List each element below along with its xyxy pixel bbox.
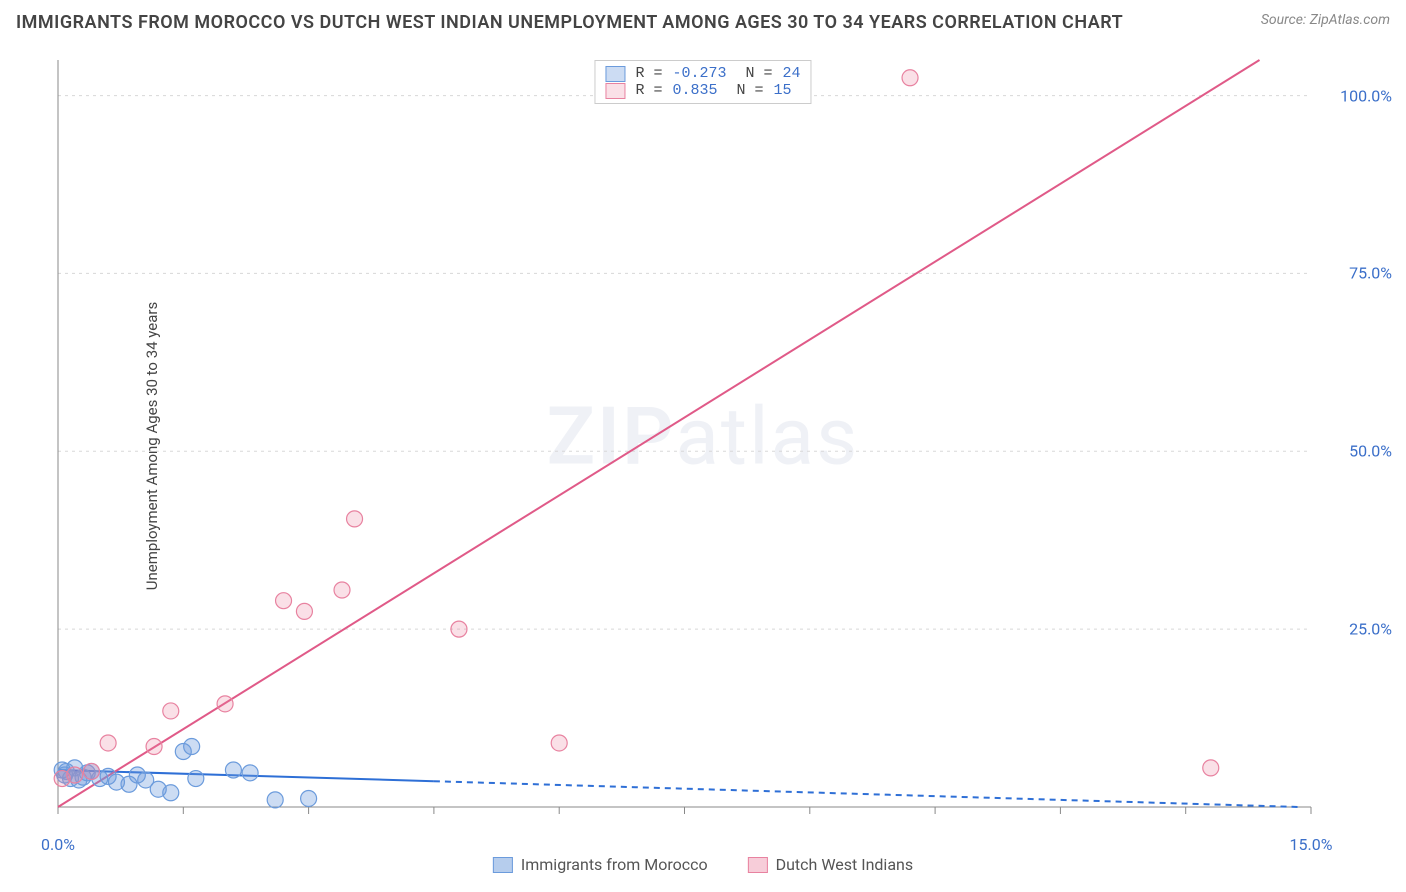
correlation-legend: R = -0.273 N = 24 R = 0.835 N = 15 (594, 60, 811, 104)
legend-swatch-icon (493, 857, 513, 873)
y-tick-label: 75.0% (1349, 264, 1392, 283)
y-tick-label: 25.0% (1349, 620, 1392, 639)
x-tick-label: 15.0% (1290, 835, 1333, 854)
x-tick-label: 0.0% (41, 835, 75, 854)
legend-item-morocco: Immigrants from Morocco (493, 855, 708, 874)
chart-svg (50, 55, 1396, 832)
legend-row-morocco: R = -0.273 N = 24 (605, 65, 800, 82)
legend-item-dutch: Dutch West Indians (748, 855, 914, 874)
legend-swatch-icon (748, 857, 768, 873)
legend-swatch-dutch (605, 83, 625, 99)
legend-row-dutch: R = 0.835 N = 15 (605, 82, 800, 99)
chart-plot-area (50, 55, 1396, 832)
chart-header: IMMIGRANTS FROM MOROCCO VS DUTCH WEST IN… (16, 12, 1390, 33)
y-tick-label: 100.0% (1340, 86, 1392, 105)
chart-title: IMMIGRANTS FROM MOROCCO VS DUTCH WEST IN… (16, 12, 1123, 33)
y-tick-label: 50.0% (1349, 442, 1392, 461)
series-legend: Immigrants from Morocco Dutch West India… (493, 855, 913, 874)
chart-source: Source: ZipAtlas.com (1261, 12, 1390, 28)
legend-swatch-morocco (605, 66, 625, 82)
